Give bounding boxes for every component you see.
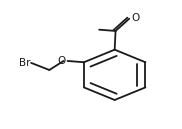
Text: O: O bbox=[58, 56, 66, 66]
Text: O: O bbox=[131, 13, 140, 23]
Text: Br: Br bbox=[19, 58, 30, 68]
